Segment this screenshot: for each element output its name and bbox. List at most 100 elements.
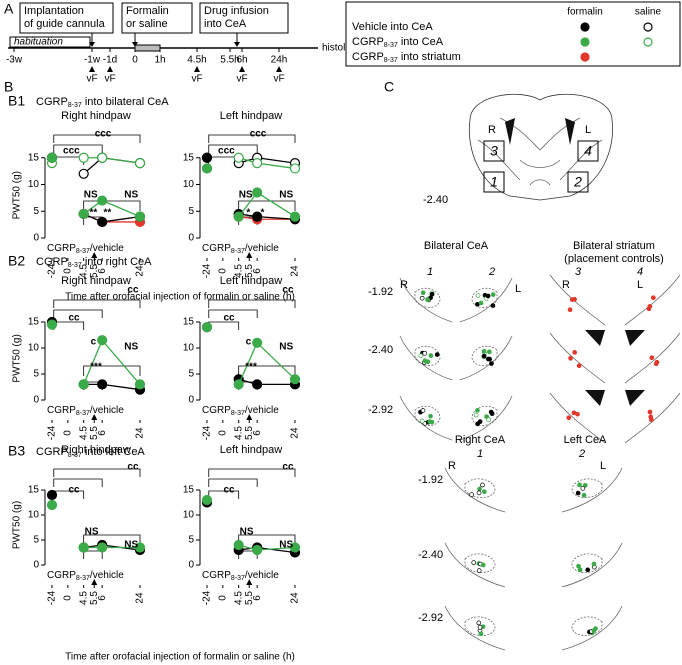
data-point xyxy=(97,152,108,163)
annotation: NS xyxy=(279,190,293,201)
region-box xyxy=(577,140,599,162)
x-tick-label: 24 xyxy=(290,592,301,604)
x-tick-label: 5.5 xyxy=(244,426,255,440)
vf-arrow xyxy=(239,66,245,72)
region-label: 1 xyxy=(490,174,498,190)
column-title: (placement controls) xyxy=(564,253,664,265)
placement-dot xyxy=(591,561,597,567)
bracket xyxy=(208,144,258,153)
y-tick-label: 15 xyxy=(28,152,40,163)
text-part: 8-37 xyxy=(384,42,398,49)
atlas-outline xyxy=(499,117,581,151)
data-point xyxy=(78,152,89,163)
annotation: ccc xyxy=(63,146,80,157)
x-tick-label: 24 xyxy=(290,427,301,439)
y-tick-label: 15 xyxy=(183,317,195,328)
side-label: L xyxy=(585,124,591,136)
vf-arrow xyxy=(276,66,282,72)
placement-dot xyxy=(477,624,483,630)
placement-dot xyxy=(567,307,573,313)
infusion-label: CGRP8-37/vehicle xyxy=(202,405,279,418)
atlas-outline xyxy=(464,616,496,636)
side-label: R xyxy=(488,124,496,136)
y-tick-label: 5 xyxy=(188,369,194,380)
text-part: CGRP xyxy=(352,36,384,48)
y-tick-label: 10 xyxy=(183,343,195,354)
x-tick-label: 5.5 xyxy=(89,426,100,440)
legend-entry: CGRP8-37 into CeA xyxy=(352,36,444,49)
placement-dot xyxy=(577,482,582,488)
infusion-arrow xyxy=(246,579,253,585)
x-tick-label: 6 xyxy=(97,430,108,436)
y-tick-label: 10 xyxy=(28,179,40,190)
vf-arrow xyxy=(194,66,200,72)
placement-dot xyxy=(477,486,482,492)
placement-dot xyxy=(485,293,491,299)
x-tick-label: -24 xyxy=(202,590,213,605)
atlas-outline xyxy=(414,345,441,366)
data-point xyxy=(78,168,89,179)
placement-dot xyxy=(471,560,477,565)
side-label: R xyxy=(448,460,456,472)
time-label: 6h xyxy=(236,55,247,66)
x-tick-label: 24 xyxy=(135,592,146,604)
x-tick-label: 0 xyxy=(217,595,228,601)
text-part: 8-37 xyxy=(231,248,245,255)
placement-dot xyxy=(489,361,494,366)
event-text: of guide cannula xyxy=(24,18,106,30)
ventricle xyxy=(585,390,645,406)
region-label: 2 xyxy=(573,174,582,190)
level-label: -1.92 xyxy=(418,474,443,486)
x-tick-label: 5.5 xyxy=(89,591,100,605)
y-tick-label: 0 xyxy=(188,233,194,244)
legend-entry: CGRP8-37 into striatum xyxy=(352,51,461,64)
placement-dot xyxy=(569,297,575,302)
y-tick-label: 5 xyxy=(33,206,39,217)
column-number: 2 xyxy=(578,448,585,460)
event-text: or saline xyxy=(126,18,168,30)
text-part: CGRP xyxy=(202,405,231,416)
row-label: B1 xyxy=(8,93,25,109)
placement-dot xyxy=(490,303,496,308)
habituation: habituation xyxy=(14,37,63,48)
y-tick-label: 5 xyxy=(188,206,194,217)
bracket xyxy=(53,299,141,308)
bracket xyxy=(208,490,240,499)
level-label: -1.92 xyxy=(368,286,393,298)
annotation: NS xyxy=(84,190,98,201)
event-text: Formalin xyxy=(126,5,169,17)
annotation: ccc xyxy=(250,129,267,140)
placement-dot xyxy=(647,409,653,415)
placement-dot xyxy=(481,489,487,495)
data-point xyxy=(46,152,58,163)
atlas-outline xyxy=(549,274,681,326)
annotation: cc xyxy=(68,313,80,324)
time-label: 0 xyxy=(132,55,138,66)
data-point xyxy=(252,379,263,390)
data-point xyxy=(201,163,213,174)
data-point xyxy=(46,319,58,330)
bracket xyxy=(53,144,103,153)
event-box xyxy=(121,2,193,34)
x-tick-label: 24 xyxy=(135,427,146,439)
y-tick-label: 10 xyxy=(28,343,40,354)
time-label: -3w xyxy=(6,55,23,66)
data-point xyxy=(233,152,244,163)
chart-title: Left hindpaw xyxy=(220,275,282,287)
placement-dot xyxy=(477,419,483,424)
text-part: /vehicle xyxy=(245,570,279,581)
text-part: /vehicle xyxy=(245,405,279,416)
atlas-outline xyxy=(571,478,603,498)
series-line xyxy=(83,383,141,391)
side-label: L xyxy=(515,283,521,295)
data-point xyxy=(46,489,58,501)
placement-dot xyxy=(581,492,587,498)
bracket xyxy=(53,134,141,143)
vf-label: vF xyxy=(236,74,247,85)
x-tick-label: 24 xyxy=(135,265,146,277)
x-tick-label: 4.5 xyxy=(78,591,89,605)
region-label: 4 xyxy=(584,143,592,159)
data-point xyxy=(78,379,89,390)
y-tick-label: 15 xyxy=(183,152,195,163)
data-point xyxy=(252,337,263,348)
